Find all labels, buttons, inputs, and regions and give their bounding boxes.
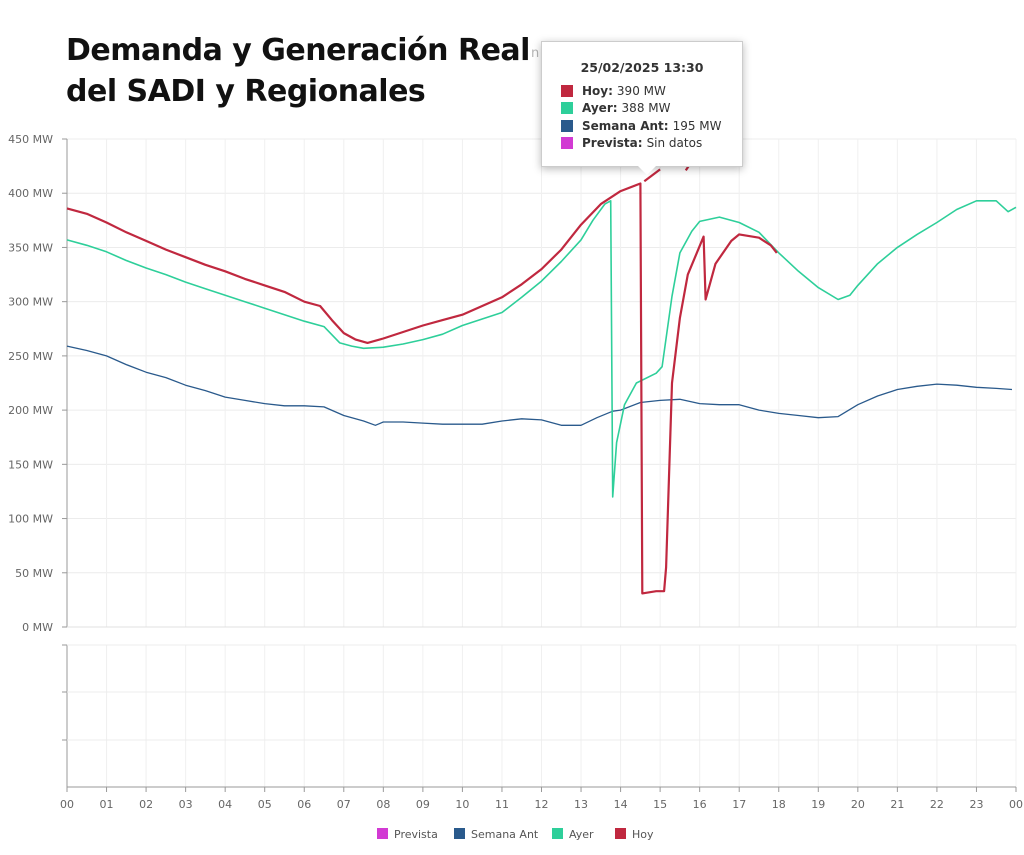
tooltip-swatch-prevista	[561, 137, 573, 150]
tooltip-label-hoy: Hoy:	[582, 83, 613, 98]
hover-tooltip: 25/02/2025 13:30 Hoy: 390 MW Ayer: 388 M…	[541, 41, 743, 175]
x-tick-label: 00	[60, 798, 74, 811]
y-tick-label: 100 MW	[8, 513, 53, 526]
x-tick-label: 05	[258, 798, 272, 811]
y-tick-label: 0 MW	[22, 621, 53, 634]
series-line-hoy	[643, 168, 661, 183]
legend-swatch-prevista	[377, 828, 388, 839]
x-tick-label: 20	[851, 798, 865, 811]
x-tick-label: 08	[376, 798, 390, 811]
legend: Prevista Semana Ant Ayer Hoy	[377, 828, 654, 841]
legend-swatch-semana-ant	[454, 828, 465, 839]
legend-swatch-ayer	[552, 828, 563, 839]
tooltip-pointer	[638, 166, 656, 175]
tooltip-row-prevista: Prevista: Sin datos	[542, 135, 742, 153]
tooltip-swatch-semana-ant	[561, 119, 573, 132]
legend-label-hoy: Hoy	[632, 828, 654, 841]
x-tick-label: 15	[653, 798, 667, 811]
x-tick-label: 19	[811, 798, 825, 811]
chart-title-line-1: Demanda y Generación Real	[66, 33, 530, 68]
x-tick-label: 07	[337, 798, 351, 811]
x-tick-label: 16	[693, 798, 707, 811]
faded-header-text: n	[531, 46, 540, 61]
x-tick-label: 10	[455, 798, 469, 811]
y-tick-label: 150 MW	[8, 458, 53, 471]
series-lines	[66, 165, 1017, 595]
x-tick-label: 01	[100, 798, 114, 811]
y-axis: 0 MW 50 MW 100 MW 150 MW 200 MW 250 MW 300 MW 3…	[8, 133, 1016, 634]
series-line-hoy	[66, 182, 778, 595]
tooltip-value-hoy: 390 MW	[616, 83, 666, 98]
x-tick-label: 02	[139, 798, 153, 811]
y-tick-label: 350 MW	[8, 241, 53, 254]
legend-label-ayer: Ayer	[569, 828, 594, 841]
tooltip-time: 25/02/2025 13:30	[580, 60, 704, 75]
y-tick-label: 250 MW	[8, 350, 53, 363]
series-line-semana-ant	[66, 345, 1013, 426]
x-tick-label: 22	[930, 798, 944, 811]
x-tick-label: 09	[416, 798, 430, 811]
tooltip-label-prevista: Prevista:	[582, 136, 643, 151]
x-tick-label: 23	[969, 798, 983, 811]
y-tick-label: 450 MW	[8, 133, 53, 146]
legend-label-prevista: Prevista	[394, 828, 438, 841]
x-tick-label: 21	[890, 798, 904, 811]
tooltip-label-semana-ant: Semana Ant:	[582, 118, 669, 133]
x-tick-label: 13	[574, 798, 588, 811]
legend-label-semana-ant: Semana Ant	[471, 828, 539, 841]
lower-panel	[62, 644, 1016, 788]
tooltip-value-ayer: 388 MW	[621, 101, 671, 116]
x-tick-label: 14	[614, 798, 628, 811]
x-tick-label: 18	[772, 798, 786, 811]
tooltip-value-semana-ant: 195 MW	[672, 118, 722, 133]
tooltip-swatch-hoy	[561, 84, 573, 97]
x-tick-label: 12	[535, 798, 549, 811]
tooltip-value-prevista: Sin datos	[646, 136, 703, 151]
chart-title: Demanda y Generación Real del SADI y Reg…	[66, 30, 536, 112]
y-tick-label: 200 MW	[8, 404, 53, 417]
legend-swatch-hoy	[615, 828, 626, 839]
x-tick-label: 17	[732, 798, 746, 811]
y-tick-label: 400 MW	[8, 187, 53, 200]
tooltip-row-ayer: Ayer: 388 MW	[542, 100, 742, 118]
tooltip-row-semana-ant: Semana Ant: 195 MW	[542, 117, 742, 135]
tooltip-swatch-ayer	[561, 102, 573, 115]
x-axis: 00 01 02 03 04 05 06 07 08 09 10 11 12 13 14 15 16 17 18 19…	[60, 787, 1023, 811]
x-tick-label: 04	[218, 798, 232, 811]
y-tick-label: 50 MW	[15, 567, 53, 580]
chart-title-line-2: del SADI y Regionales	[66, 74, 426, 109]
x-tick-label: 03	[179, 798, 193, 811]
series-line-ayer	[66, 200, 1017, 498]
gridlines	[66, 138, 1017, 787]
y-tick-label: 300 MW	[8, 296, 53, 309]
tooltip-label-ayer: Ayer:	[582, 101, 618, 116]
tooltip-row-hoy: Hoy: 390 MW	[542, 82, 742, 100]
x-tick-label: 11	[495, 798, 509, 811]
x-tick-label: 06	[297, 798, 311, 811]
x-tick-label: 00	[1009, 798, 1023, 811]
